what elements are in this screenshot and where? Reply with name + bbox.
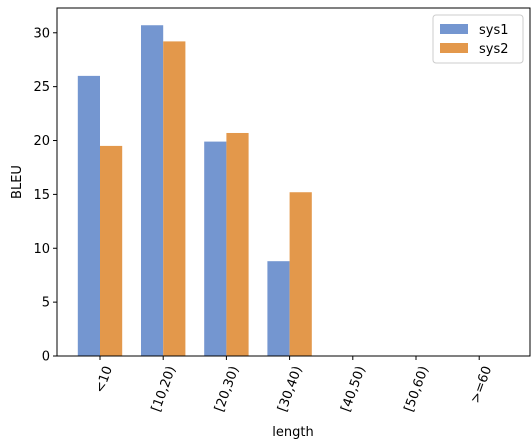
x-tick-label-1: [10,20) [149,364,179,414]
legend-swatch-sys2 [440,43,468,53]
bars-group [77,25,312,356]
bar-sys2-0 [100,145,123,356]
bar-sys2-3 [289,192,312,356]
legend-label-sys2: sys2 [479,42,509,57]
bar-sys2-2 [226,132,249,356]
y-tick-label-0: 0 [42,350,50,365]
legend-label-sys1: sys1 [479,23,509,38]
y-tick-label-4: 20 [33,134,50,149]
x-axis-label: length [272,425,313,440]
bar-sys1-3 [267,261,290,356]
x-axis-ticks: <10 [10,20) [20,30) [30,40) [40,50) [50,60) >=… [93,356,495,414]
y-tick-label-1: 5 [42,296,50,311]
x-tick-label-2: [20,30) [212,364,242,414]
bar-sys1-0 [77,75,100,356]
x-tick-label-3: [30,40) [275,364,305,414]
legend-swatch-sys1 [440,24,468,34]
x-tick-label-4: [40,50) [339,364,369,414]
y-tick-label-3: 15 [33,188,50,203]
bar-sys2-1 [163,41,186,356]
y-tick-label-5: 25 [33,80,50,95]
legend-box [432,14,524,64]
y-axis-label: BLEU [10,165,25,199]
legend: sys1 sys2 [432,14,524,64]
axes-frame [56,7,531,357]
x-tick-label-0: <10 [93,364,116,395]
bar-sys1-1 [141,25,164,356]
x-tick-label-5: [50,60) [402,364,432,414]
y-tick-label-2: 10 [33,242,50,257]
y-axis-ticks: 0 5 10 15 20 25 30 [33,26,57,365]
y-tick-label-6: 30 [33,26,50,41]
x-tick-label-6: >=60 [468,364,495,405]
bar-sys1-2 [204,141,227,356]
